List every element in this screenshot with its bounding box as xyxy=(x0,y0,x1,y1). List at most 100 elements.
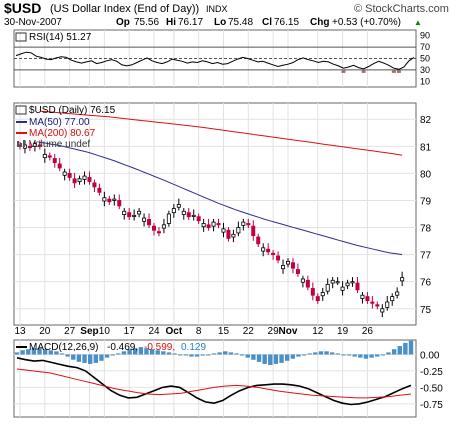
macd-histogram-bar xyxy=(155,350,160,355)
candle-body xyxy=(52,158,57,163)
candle-body xyxy=(147,219,152,226)
chg-value: +0.53 (+0.70%) xyxy=(332,17,401,28)
rsi-oversold-fill xyxy=(396,69,401,73)
macd-histogram-bar xyxy=(313,352,318,355)
candle-body xyxy=(251,225,256,237)
candle-body xyxy=(290,262,295,269)
candle-body xyxy=(127,212,132,218)
macd-histogram-bar xyxy=(239,354,245,356)
candle-body xyxy=(246,223,251,226)
macd-histogram-bar xyxy=(375,354,380,357)
lo-label: Lo xyxy=(214,17,226,28)
candle-body xyxy=(340,286,345,291)
candle-body xyxy=(206,224,211,228)
macd-histogram-bar xyxy=(172,353,177,355)
cl-value: 76.15 xyxy=(274,17,299,28)
macd-histogram-bar xyxy=(369,354,374,358)
candle-body xyxy=(107,198,112,203)
macd-histogram-bar xyxy=(408,340,414,355)
candle-body xyxy=(27,145,32,149)
macd-histogram-bar xyxy=(279,354,284,363)
macd-histogram-bar xyxy=(121,351,127,355)
macd-tick-label: -0.50 xyxy=(420,383,443,394)
candle-body xyxy=(231,233,236,238)
x-tick-label: 12 xyxy=(312,326,324,337)
macd-histogram-bar xyxy=(211,353,217,355)
price-plot xyxy=(17,110,405,318)
x-tick-label: Oct xyxy=(166,326,183,337)
candle-body xyxy=(390,296,395,302)
candle-body xyxy=(77,178,82,182)
macd-line xyxy=(16,357,412,406)
macd-histogram-bar xyxy=(110,354,115,356)
macd-histogram-bar xyxy=(31,348,37,355)
macd-histogram-bar xyxy=(26,349,31,355)
candle-body xyxy=(137,210,142,215)
macd-histogram-bar xyxy=(178,354,183,356)
usd-legend: $USD (Daily) 76.15 xyxy=(29,105,116,116)
rsi-oversold-fill xyxy=(391,69,396,73)
macd-histogram-bar xyxy=(93,354,98,363)
rsi-oversold-fill xyxy=(341,69,346,73)
macd-histogram-bar xyxy=(245,354,250,358)
candle-body xyxy=(112,198,117,201)
macd-histogram-bar xyxy=(99,354,104,361)
signal-line xyxy=(16,368,412,399)
price-tick-label: 76 xyxy=(420,278,432,289)
x-tick-label: 20 xyxy=(39,326,51,337)
rsi-tick-label: 90 xyxy=(420,31,430,41)
candle-body xyxy=(256,236,261,245)
price-tick-label: 80 xyxy=(420,169,432,180)
macd-histogram-bar xyxy=(301,354,307,356)
candle-body xyxy=(271,252,276,256)
candle-body xyxy=(216,223,221,226)
macd-histogram-bar xyxy=(223,351,228,355)
macd-histogram-bar xyxy=(133,348,138,355)
candle-body xyxy=(365,296,370,302)
candle-body xyxy=(261,247,266,252)
candle-body xyxy=(196,216,201,222)
macd-tick-label: -0.75 xyxy=(420,400,443,411)
candle-body xyxy=(375,304,380,307)
macd-legend-value: -0.469, xyxy=(107,342,138,353)
x-tick-label: 27 xyxy=(64,326,76,337)
price-tick-label: 78 xyxy=(420,224,432,235)
candle-body xyxy=(330,279,335,284)
ma200-legend: MA(200) 80.67 xyxy=(29,128,96,139)
macd-histogram-bar xyxy=(87,354,93,364)
candle-body xyxy=(201,223,206,228)
x-tick-label: 15 xyxy=(218,326,230,337)
quote-date: 30-Nov-2007 xyxy=(4,17,62,28)
candle-body xyxy=(281,265,286,270)
candle-body xyxy=(117,200,122,207)
candle-body xyxy=(276,255,281,261)
rsi-line xyxy=(15,51,415,70)
macd-histogram-bar xyxy=(403,342,408,355)
price-tick-label: 79 xyxy=(420,196,432,207)
macd-histogram-bar xyxy=(71,354,76,360)
macd-histogram-bar xyxy=(324,351,329,355)
candle-body xyxy=(161,224,166,229)
macd-histogram-bar xyxy=(59,353,65,355)
macd-histogram-bar xyxy=(42,349,48,355)
macd-histogram-bar xyxy=(54,351,59,355)
candle-body xyxy=(345,282,350,287)
copyright: © StockCharts.com xyxy=(354,3,449,15)
x-tick-label: Sep xyxy=(80,326,98,337)
macd-histogram-bar xyxy=(138,347,144,355)
x-tick-label: 24 xyxy=(148,326,160,337)
candle-body xyxy=(122,210,127,215)
macd-histogram-bar xyxy=(318,351,324,355)
candle-body xyxy=(82,175,87,180)
candle-body xyxy=(32,143,37,147)
cl-label: Cl xyxy=(262,17,272,28)
volume-legend: Volume undef xyxy=(29,139,90,150)
candle-body xyxy=(87,177,92,182)
axis-ticks: 13 20 27 Sep 10 17 24 Oct 8 15 22 29 Nov 12 19 26103050… xyxy=(14,31,443,411)
candle-body xyxy=(355,282,360,291)
candle-body xyxy=(142,217,147,222)
candle-body xyxy=(166,213,171,224)
candle-body xyxy=(236,227,241,234)
candle-body xyxy=(57,163,62,169)
macd-histogram-bar xyxy=(234,353,239,355)
